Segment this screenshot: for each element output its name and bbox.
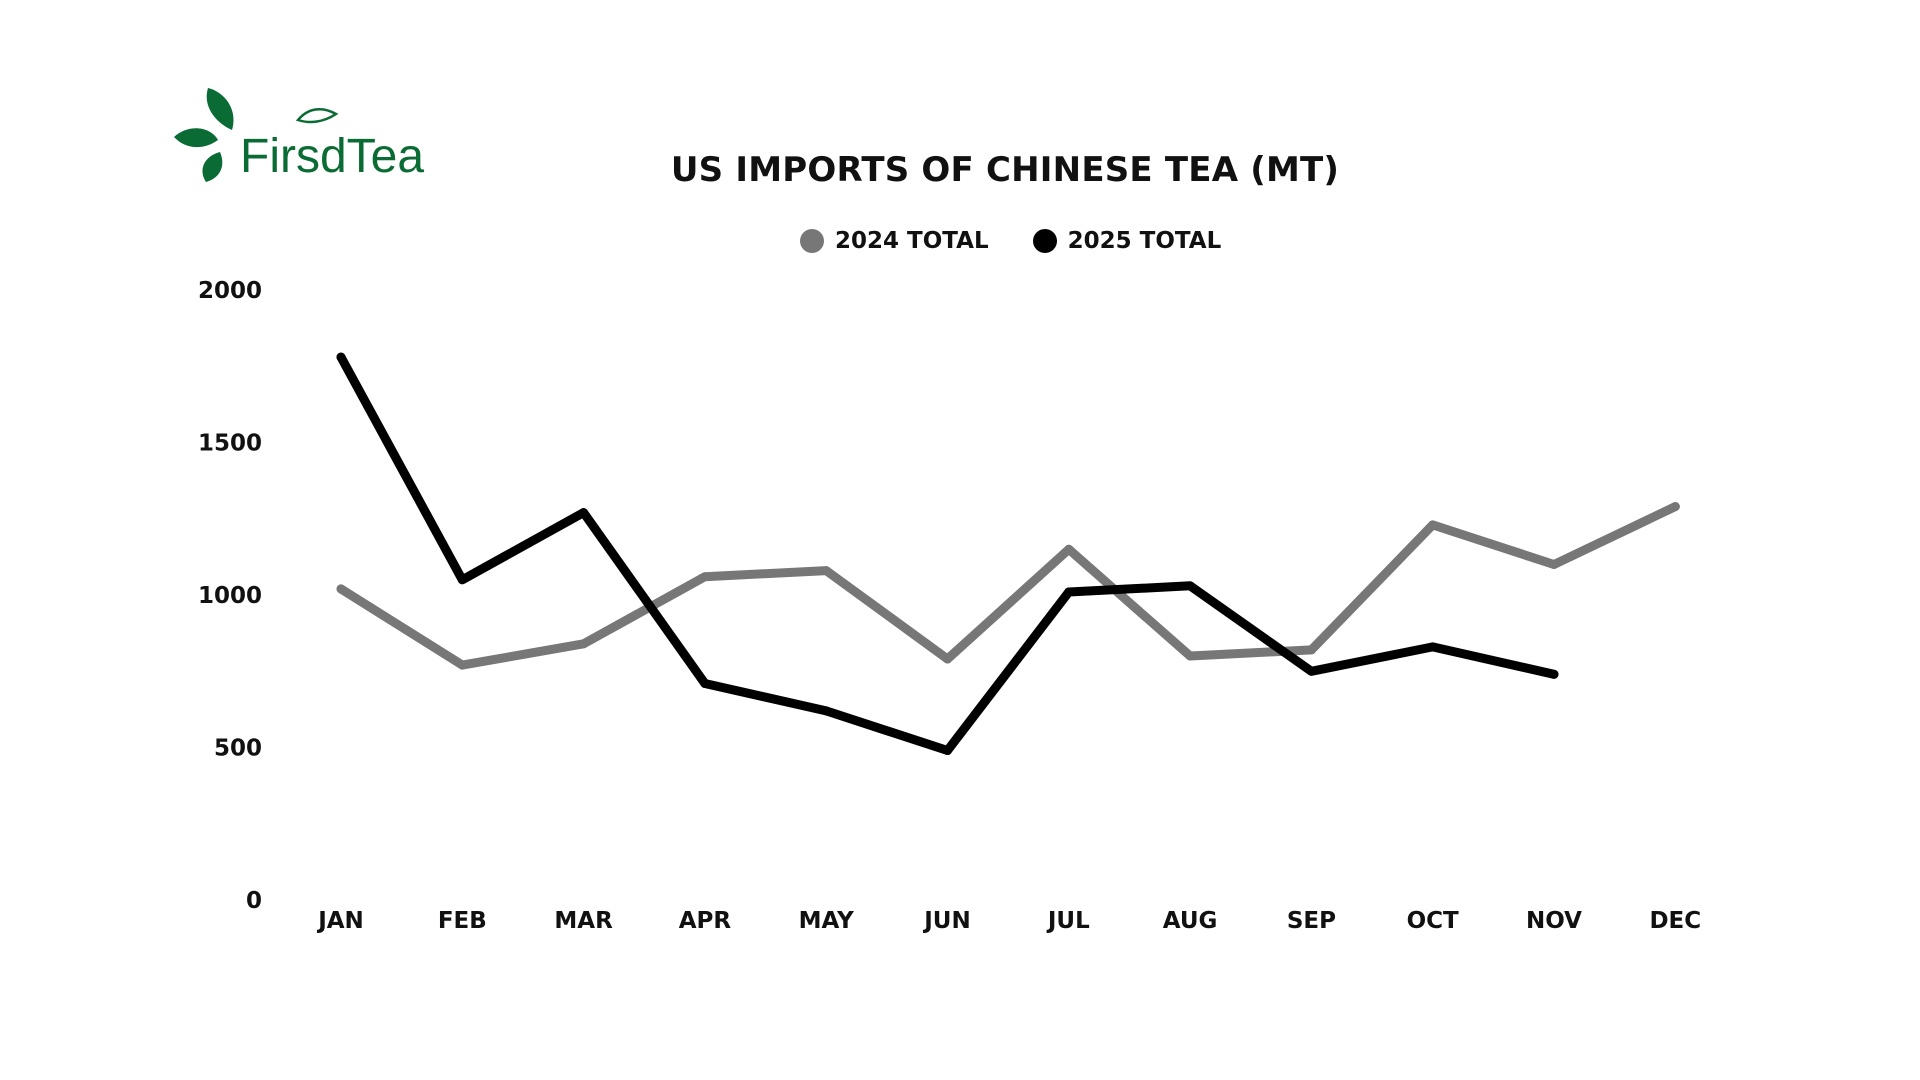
- data-point-2024-jun: [943, 654, 952, 664]
- y-tick-label: 1500: [198, 431, 262, 457]
- chart-title: US IMPORTS OF CHINESE TEA (MT): [670, 150, 1340, 190]
- y-tick-label: 0: [246, 888, 262, 914]
- data-point-2025-apr: [700, 678, 710, 688]
- chart-legend: 2024 TOTAL 2025 TOTAL: [800, 228, 1265, 254]
- x-tick-label: NOV: [1526, 908, 1582, 934]
- data-point-2025-nov: [1549, 669, 1559, 679]
- legend-dot-2025: [1032, 229, 1057, 253]
- data-point-2025-may: [821, 706, 831, 716]
- data-point-2025-sep: [1306, 666, 1316, 676]
- y-tick-label: 2000: [198, 278, 262, 304]
- x-tick-label: FEB: [438, 908, 487, 934]
- data-point-2024-aug: [1185, 651, 1195, 661]
- svg-text:FirsdTea: FirsdTea: [240, 130, 424, 183]
- x-tick-label: JUN: [922, 908, 970, 934]
- x-tick-label: MAY: [799, 908, 854, 934]
- x-tick-label: AUG: [1163, 908, 1218, 934]
- x-tick-label: SEP: [1287, 908, 1336, 934]
- legend-label-2024: 2024 TOTAL: [835, 228, 989, 254]
- legend-dot-2024: [800, 229, 824, 253]
- data-point-2025-oct: [1428, 642, 1438, 652]
- series-line-2024: [336, 502, 1680, 670]
- logo-mark: FirsdTea: [174, 88, 424, 183]
- x-tick-label: DEC: [1649, 908, 1701, 934]
- y-tick-label: 1000: [198, 583, 262, 609]
- data-point-2024-apr: [700, 572, 710, 582]
- data-point-2024-feb: [457, 660, 467, 670]
- data-point-2025-jan: [336, 352, 346, 362]
- data-point-2024-jan: [336, 584, 346, 594]
- legend-label-2025: 2025 TOTAL: [1067, 228, 1222, 254]
- data-point-2024-mar: [579, 639, 589, 649]
- y-tick-label: 500: [214, 736, 262, 762]
- data-point-2025-aug: [1185, 581, 1195, 591]
- data-point-2024-jul: [1064, 544, 1074, 554]
- x-tick-label: MAR: [554, 908, 613, 934]
- x-tick-label: JAN: [316, 908, 364, 934]
- data-point-2025-feb: [457, 575, 467, 585]
- data-point-2025-mar: [579, 508, 589, 518]
- legend-item-2024: 2024 TOTAL: [800, 228, 989, 254]
- data-point-2024-oct: [1428, 520, 1438, 530]
- data-point-2024-nov: [1549, 560, 1559, 569]
- data-point-2024-may: [821, 566, 831, 576]
- leaf-icon-left: [174, 128, 218, 148]
- x-tick-label: JUL: [1046, 908, 1090, 934]
- legend-item-2025: 2025 TOTAL: [1032, 228, 1222, 254]
- logo-leaf-accent: [295, 107, 339, 124]
- x-tick-label: APR: [679, 908, 732, 934]
- firsdtea-logo: FirsdTea: [170, 80, 440, 190]
- leaf-icon-top: [206, 88, 234, 130]
- leaf-icon-bottom: [202, 152, 223, 182]
- data-point-2024-sep: [1306, 645, 1316, 655]
- data-point-2024-dec: [1670, 502, 1680, 512]
- data-point-2025-jun: [943, 746, 952, 756]
- data-point-2025-jul: [1064, 587, 1074, 597]
- x-tick-label: OCT: [1407, 908, 1459, 934]
- series-line-2025: [336, 352, 1559, 755]
